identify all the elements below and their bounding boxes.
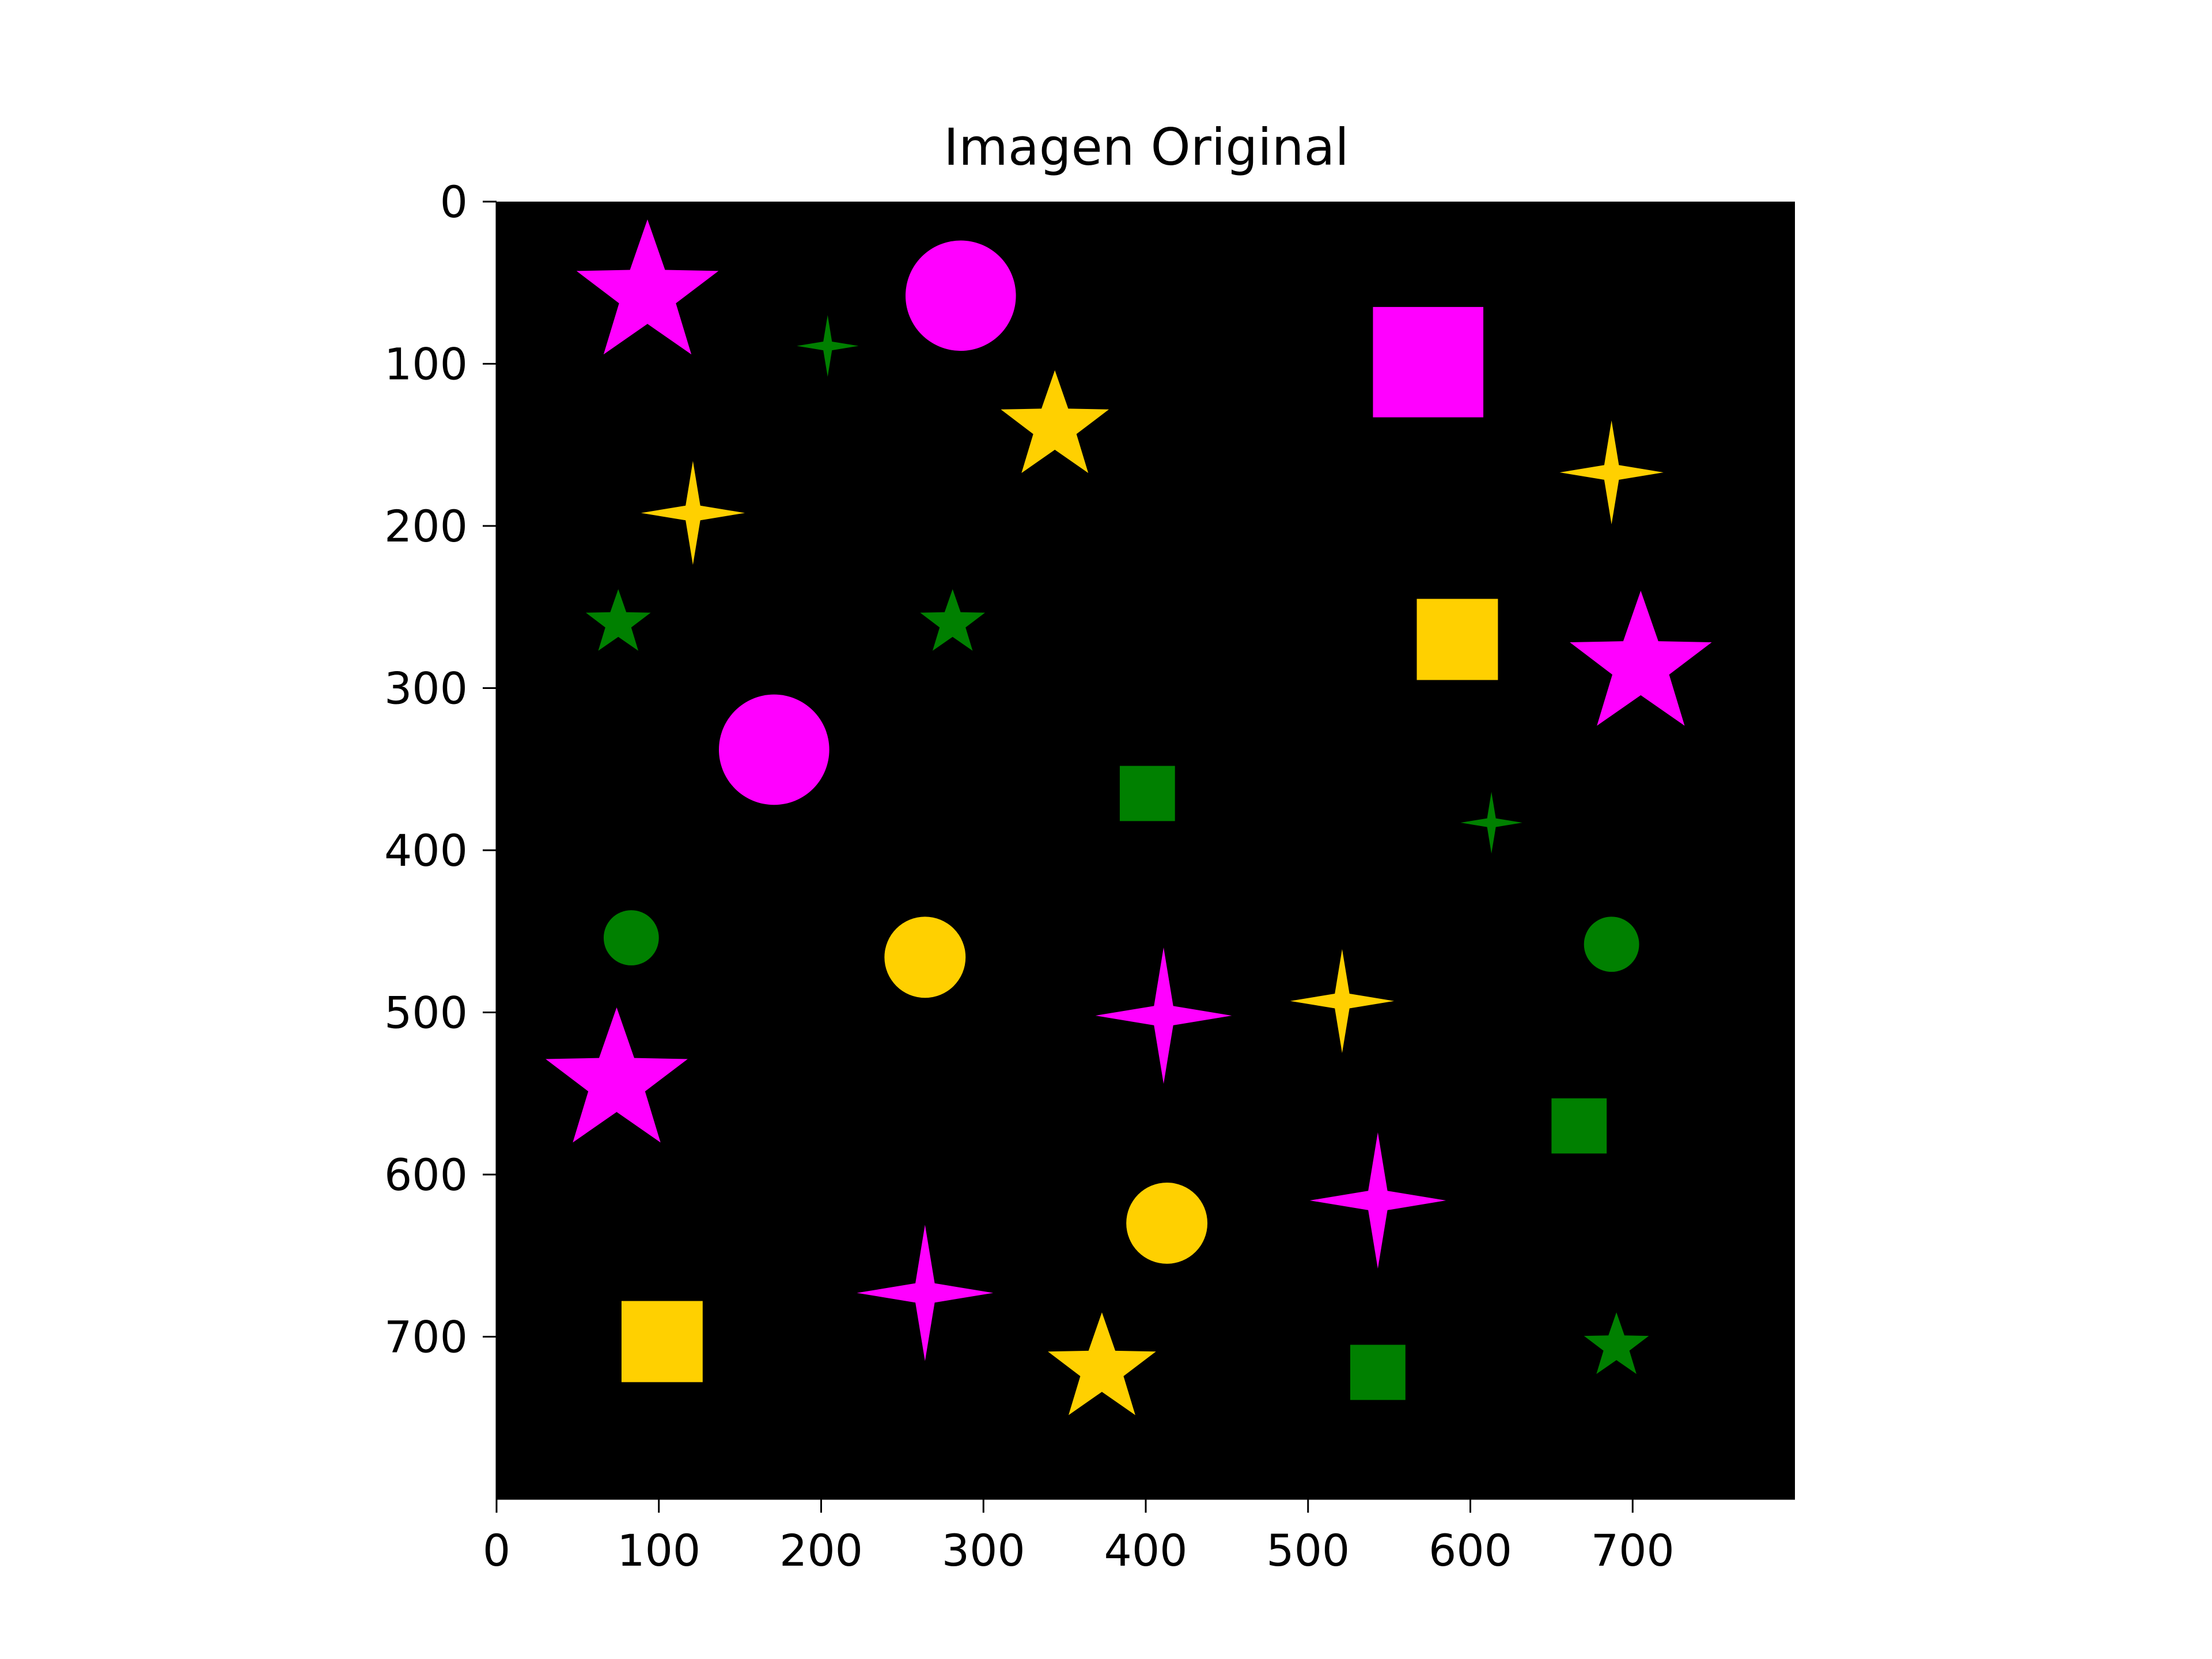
yellow-star5-shape-5	[1001, 370, 1109, 474]
green-square-shape-21	[1551, 1098, 1607, 1154]
yellow-circle-shape-16	[884, 916, 966, 998]
green-circle-shape-15	[603, 910, 659, 965]
magenta-star5-shape-1	[576, 219, 719, 355]
green-square-shape-27	[1350, 1344, 1406, 1400]
yellow-square-shape-25	[621, 1301, 703, 1382]
magenta-circle-shape-2	[906, 240, 1016, 351]
y-tick-label-0: 0	[440, 176, 468, 228]
yellow-star4-shape-7	[641, 461, 745, 565]
green-star5-shape-28	[1584, 1312, 1649, 1374]
magenta-star4-shape-24	[857, 1225, 994, 1361]
shapes-layer	[546, 219, 1712, 1415]
y-tick-label-500: 500	[384, 987, 468, 1039]
yellow-circle-shape-23	[1126, 1183, 1208, 1264]
magenta-star4-shape-18	[1095, 947, 1232, 1084]
green-star5-shape-8	[586, 589, 651, 651]
y-tick-label-100: 100	[384, 339, 468, 390]
magenta-star5-shape-20	[546, 1007, 688, 1143]
y-tick-label-400: 400	[384, 825, 468, 876]
x-tick-label-100: 100	[617, 1525, 700, 1576]
x-tick-label-500: 500	[1266, 1525, 1350, 1576]
magenta-star5-shape-11	[1570, 590, 1712, 726]
green-square-shape-13	[1119, 766, 1175, 821]
green-circle-shape-17	[1584, 916, 1639, 972]
image-area	[497, 202, 1795, 1499]
x-tick-label-700: 700	[1591, 1525, 1675, 1576]
yellow-star4-shape-19	[1290, 949, 1395, 1053]
green-star4-shape-14	[1460, 791, 1522, 854]
x-tick-label-300: 300	[942, 1525, 1025, 1576]
magenta-circle-shape-12	[718, 694, 830, 805]
green-star5-shape-9	[920, 589, 985, 651]
axes: 0 100 200 300 400 500 600 700 0 100 200 300 400 500 60…	[384, 176, 1795, 1576]
y-tick-label-600: 600	[384, 1149, 468, 1200]
magenta-square-shape-4	[1373, 306, 1484, 418]
x-tick-label-400: 400	[1104, 1525, 1187, 1576]
x-tick-label-200: 200	[779, 1525, 863, 1576]
magenta-star4-shape-22	[1309, 1132, 1446, 1269]
yellow-square-shape-10	[1416, 599, 1498, 680]
y-tick-label-300: 300	[384, 663, 468, 714]
yellow-star4-shape-6	[1559, 420, 1664, 525]
x-tick-label-0: 0	[483, 1525, 510, 1576]
y-tick-label-700: 700	[384, 1312, 468, 1363]
y-tick-label-200: 200	[384, 501, 468, 552]
yellow-star5-shape-26	[1048, 1312, 1156, 1415]
x-tick-label-600: 600	[1429, 1525, 1512, 1576]
chart-title: Imagen Original	[944, 118, 1349, 177]
green-star4-shape-3	[797, 315, 859, 377]
